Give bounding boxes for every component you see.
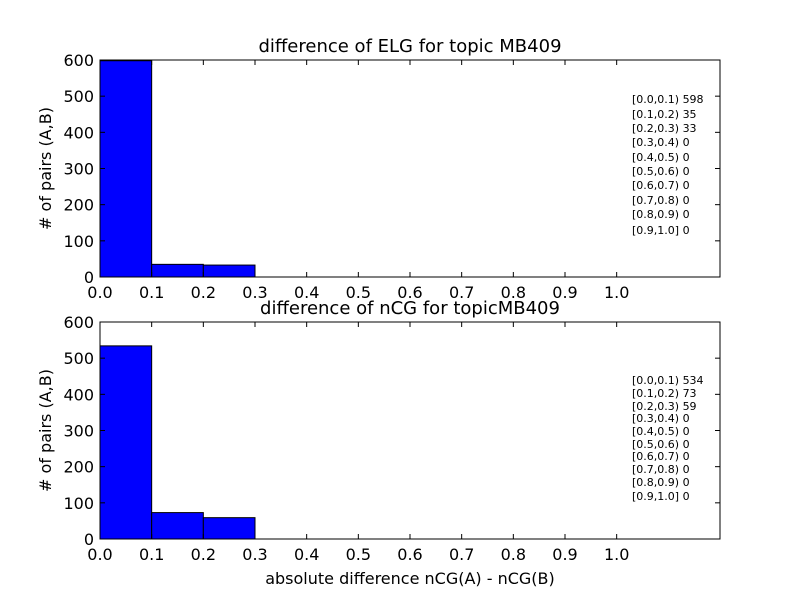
x-tick-label: 0.5 (346, 283, 371, 302)
y-tick-label: 200 (63, 196, 94, 215)
x-tick-label: 0.4 (294, 283, 319, 302)
bin-count-annotation: [0.2,0.3) 59 (632, 400, 697, 413)
bin-count-annotation: [0.0,0.1) 534 (632, 374, 704, 387)
x-tick-label: 0.6 (397, 283, 422, 302)
histogram-bar (151, 512, 204, 540)
y-tick-label: 300 (63, 422, 94, 441)
bin-count-annotation: [0.8,0.9) 0 (632, 208, 690, 221)
x-tick-label: 0.2 (191, 545, 216, 564)
x-tick-label: 0.4 (294, 545, 319, 564)
chart-title: difference of ELG for topic MB409 (258, 36, 561, 57)
bin-count-annotation: [0.7,0.8) 0 (632, 194, 690, 207)
bin-count-annotation: [0.9,1.0] 0 (632, 490, 690, 503)
x-tick-label: 0.6 (397, 545, 422, 564)
histogram-bar (151, 263, 204, 278)
y-tick-label: 100 (63, 232, 94, 251)
y-tick-label: 0 (84, 268, 94, 287)
bin-count-annotation: [0.4,0.5) 0 (632, 425, 690, 438)
axes-frame (99, 59, 721, 278)
y-axis-label: # of pairs (A,B) (36, 369, 55, 492)
x-tick-label: 1.0 (604, 283, 629, 302)
histogram-bar (202, 264, 256, 278)
x-tick-label: 0.8 (501, 545, 526, 564)
bin-count-annotation: [0.6,0.7) 0 (632, 450, 690, 463)
bin-count-annotation: [0.1,0.2) 35 (632, 108, 697, 121)
x-tick-label: 0.8 (501, 283, 526, 302)
x-tick-label: 0.9 (552, 545, 577, 564)
y-tick-label: 600 (63, 313, 94, 332)
bin-count-annotation: [0.0,0.1) 598 (632, 93, 704, 106)
bin-count-annotation: [0.3,0.4) 0 (632, 412, 690, 425)
y-tick-label: 300 (63, 160, 94, 179)
bin-count-annotation: [0.9,1.0] 0 (632, 224, 690, 237)
x-tick-label: 0.5 (346, 545, 371, 564)
bin-count-annotation: [0.6,0.7) 0 (632, 179, 690, 192)
y-tick-label: 400 (63, 385, 94, 404)
y-tick-label: 200 (63, 458, 94, 477)
x-tick-label: 0.9 (552, 283, 577, 302)
x-tick-label: 1.0 (604, 545, 629, 564)
elg-histogram-chart: 0.0 0.1 0.2 0.3 0.4 0.5 0.6 0.7 0.8 0.9 1.0 0 100 200… (36, 36, 721, 302)
x-tick-label: 0.7 (449, 545, 474, 564)
y-axis-label: # of pairs (A,B) (36, 107, 55, 230)
x-tick-label: 0.7 (449, 283, 474, 302)
x-tick-label: 0.0 (87, 283, 112, 302)
ncg-histogram-chart: 0.0 0.1 0.2 0.3 0.4 0.5 0.6 0.7 0.8 0.9 1.0 0 100 200… (36, 298, 721, 588)
bin-count-annotation: [0.4,0.5) 0 (632, 151, 690, 164)
bin-count-annotation: [0.3,0.4) 0 (632, 136, 690, 149)
bin-count-annotation: [0.7,0.8) 0 (632, 463, 690, 476)
x-tick-label: 0.1 (139, 545, 164, 564)
chart-title: difference of nCG for topicMB409 (260, 298, 560, 319)
x-tick-label: 0.2 (191, 283, 216, 302)
x-tick-label: 0.1 (139, 283, 164, 302)
bin-count-annotation: [0.1,0.2) 73 (632, 387, 697, 400)
bin-count-annotation: [0.2,0.3) 33 (632, 122, 697, 135)
histogram-bar (99, 60, 153, 278)
x-axis-label: absolute difference nCG(A) - nCG(B) (265, 569, 555, 588)
x-tick-label: 0.3 (242, 545, 267, 564)
y-tick-label: 400 (63, 123, 94, 142)
x-tick-label: 0.3 (242, 283, 267, 302)
bin-count-annotation: [0.8,0.9) 0 (632, 476, 690, 489)
y-tick-label: 500 (63, 349, 94, 368)
bin-count-annotation: [0.5,0.6) 0 (632, 165, 690, 178)
y-tick-label: 500 (63, 87, 94, 106)
axes-frame (99, 321, 721, 540)
y-tick-label: 600 (63, 51, 94, 70)
bin-count-annotation: [0.5,0.6) 0 (632, 438, 690, 451)
histogram-bar (99, 345, 153, 540)
y-tick-label: 0 (84, 530, 94, 549)
y-tick-label: 100 (63, 494, 94, 513)
histogram-bar (202, 517, 256, 540)
x-tick-label: 0.0 (87, 545, 112, 564)
